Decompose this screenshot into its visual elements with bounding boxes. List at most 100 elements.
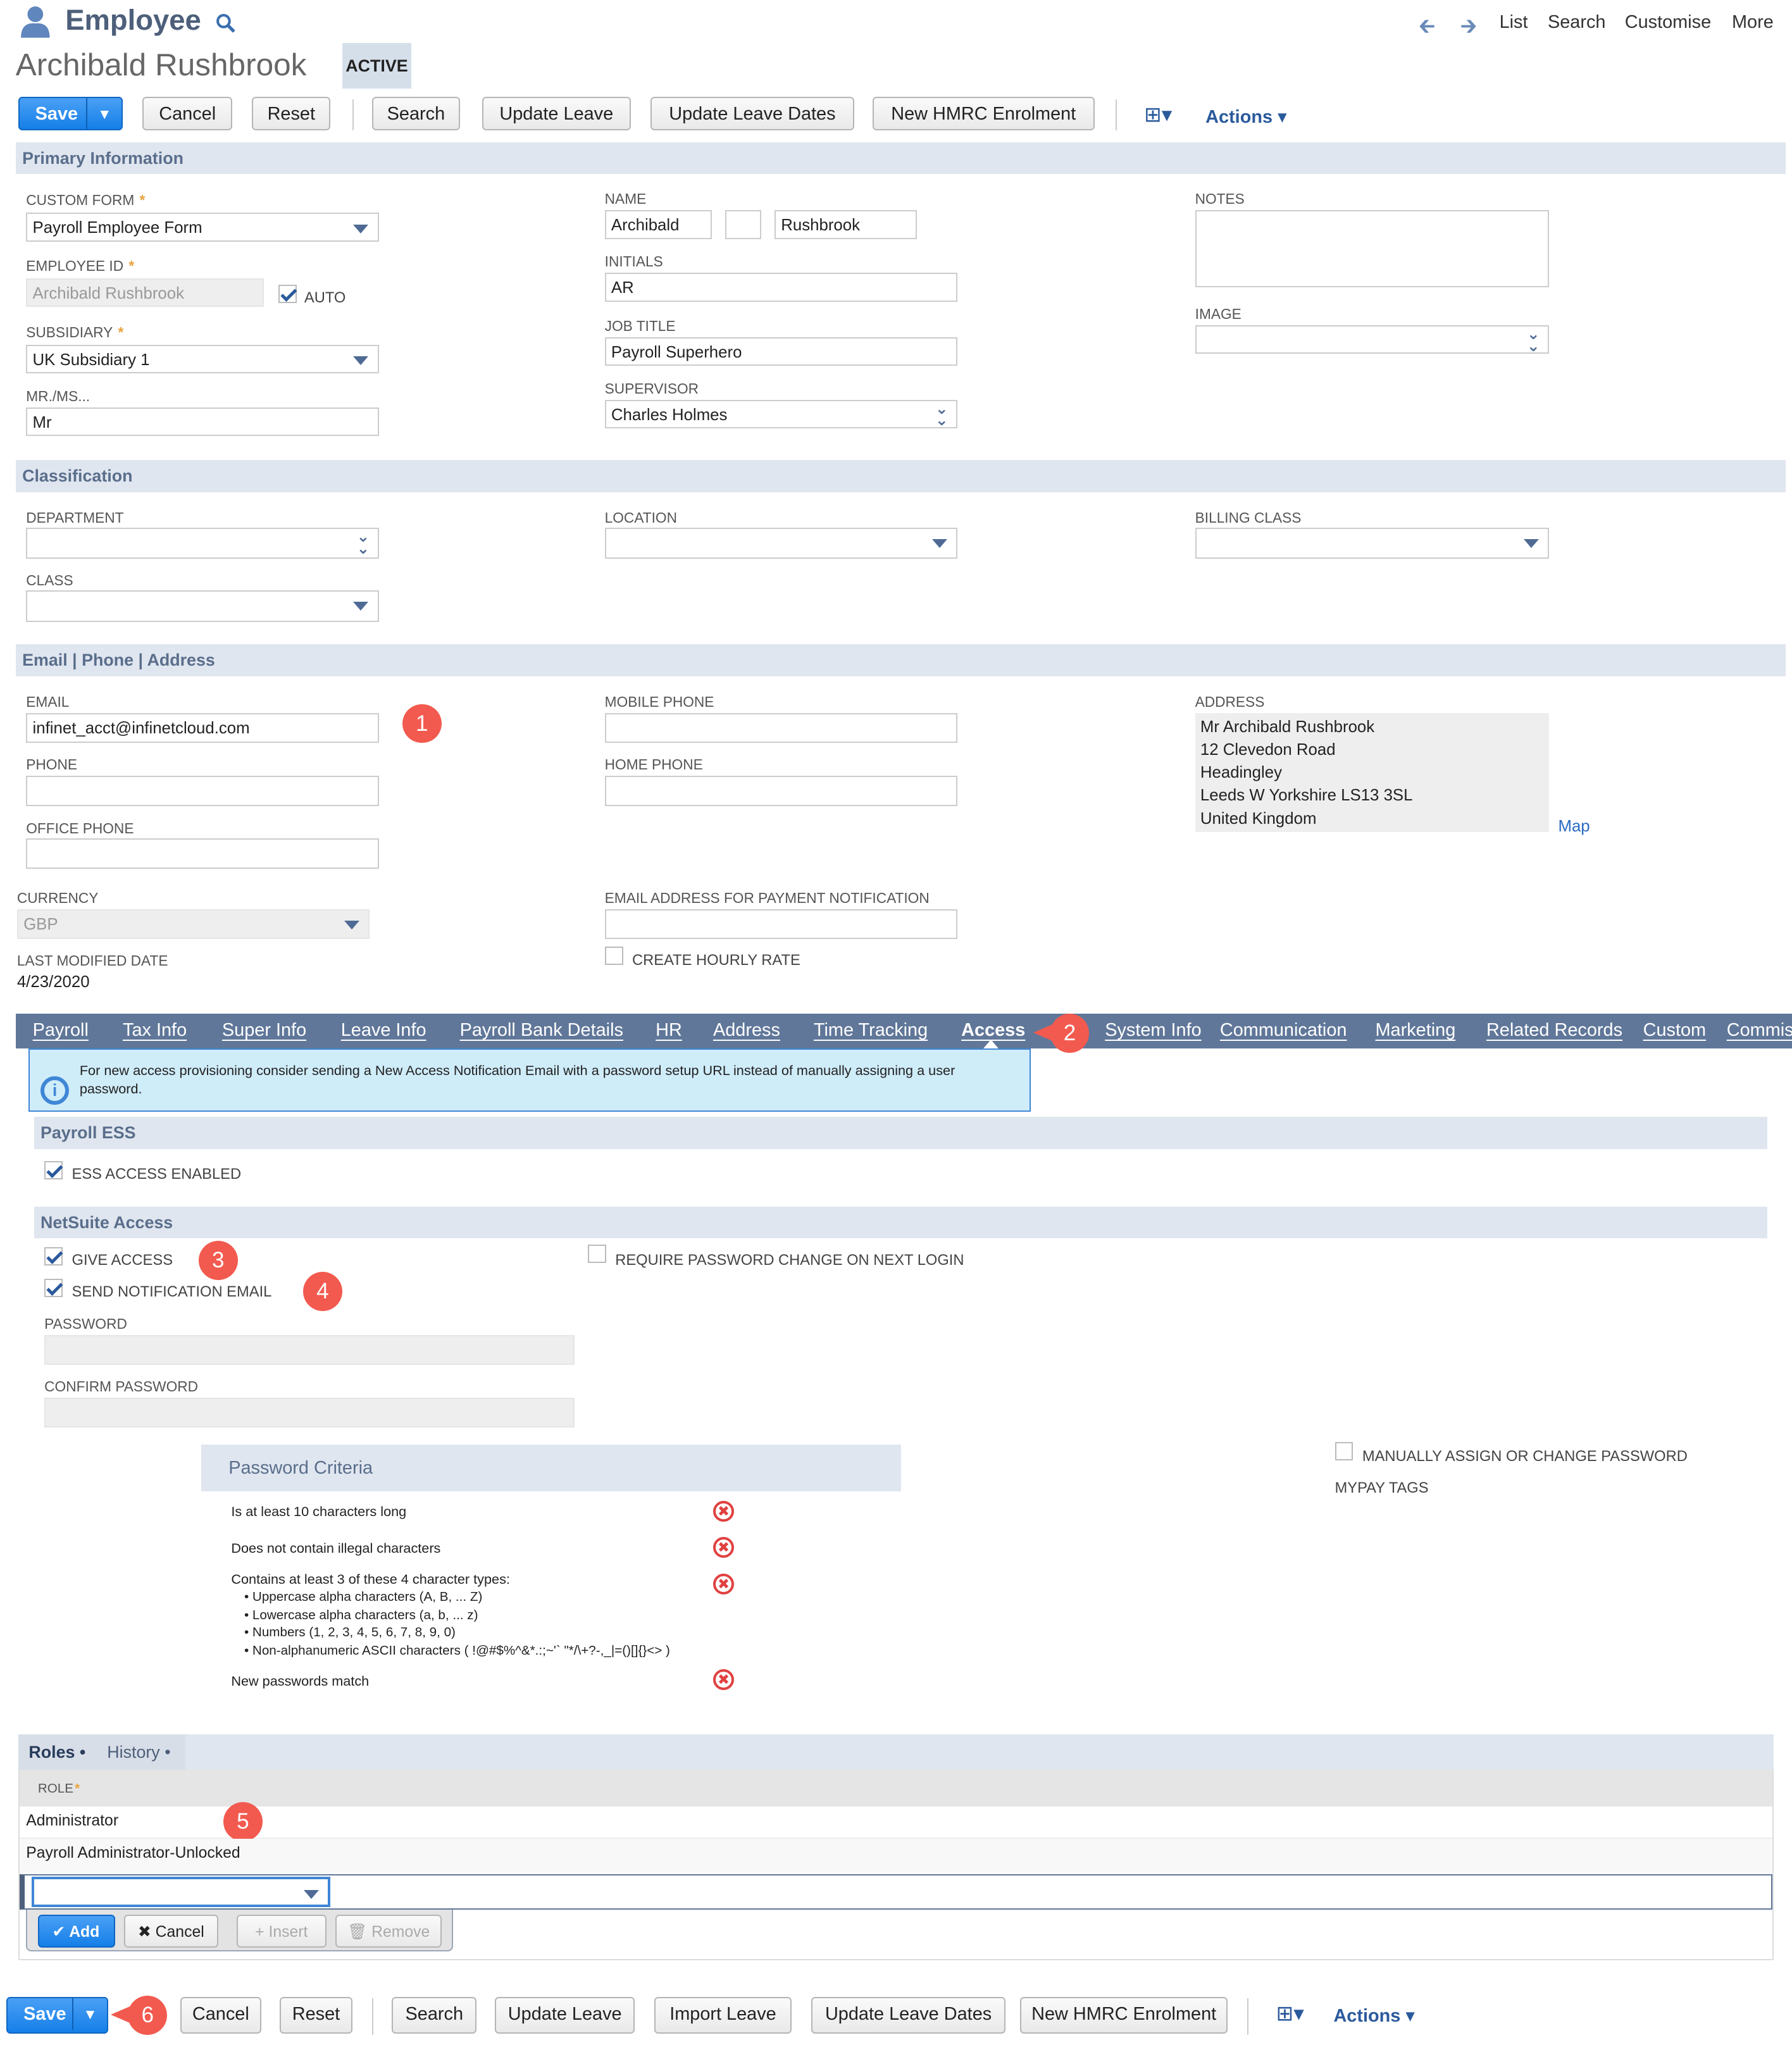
tab-leave-info[interactable]: Leave Info	[340, 1020, 426, 1041]
criteria-type-numbers: • Numbers (1, 2, 3, 4, 5, 6, 7, 8, 9, 0)	[244, 1624, 456, 1639]
home-phone-input[interactable]	[604, 776, 957, 806]
last-name-input[interactable]: Rushbrook	[775, 210, 917, 239]
password-input[interactable]	[44, 1334, 575, 1365]
insert-row-button[interactable]: + Insert	[236, 1914, 327, 1948]
employee-id-input[interactable]: Archibald Rushbrook	[26, 278, 264, 308]
phone-label: PHONE	[26, 756, 77, 773]
table-row[interactable]: Administrator	[19, 1806, 1772, 1839]
require-password-change-checkbox[interactable]	[587, 1245, 606, 1263]
tab-communication[interactable]: Communication	[1219, 1020, 1347, 1041]
initials-input[interactable]: AR	[604, 273, 957, 302]
mobile-phone-input[interactable]	[604, 712, 957, 743]
subtab-bar	[15, 1013, 1792, 1049]
tab-hr[interactable]: HR	[656, 1020, 682, 1041]
tab-commission[interactable]: Commission	[1726, 1020, 1792, 1041]
send-notification-email-checkbox[interactable]	[44, 1278, 63, 1297]
create-hourly-rate-checkbox[interactable]	[604, 947, 623, 966]
notes-textarea[interactable]	[1195, 210, 1549, 288]
save-dropdown-icon[interactable]: ▼	[86, 97, 121, 130]
save-button[interactable]: Save ▼	[18, 96, 123, 131]
tab-custom[interactable]: Custom	[1643, 1020, 1707, 1041]
tab-payroll-bank-details[interactable]: Payroll Bank Details	[459, 1020, 623, 1041]
bottom-actions-menu[interactable]: Actions ▾	[1333, 2006, 1415, 2027]
bottom-import-leave-button[interactable]: Import Leave	[654, 1997, 792, 2034]
department-select[interactable]: ⌄ ⌄	[26, 527, 379, 559]
bottom-cancel-button[interactable]: Cancel	[180, 1997, 261, 2034]
subsidiary-select[interactable]: UK Subsidiary 1	[26, 344, 379, 374]
job-title-input[interactable]: Payroll Superhero	[604, 337, 957, 366]
bottom-update-leave-dates-button[interactable]: Update Leave Dates	[811, 1997, 1006, 2034]
tab-time-tracking[interactable]: Time Tracking	[813, 1020, 928, 1041]
tab-marketing[interactable]: Marketing	[1375, 1020, 1456, 1041]
new-record-icon[interactable]: ⊞▾	[1276, 2001, 1304, 2025]
add-row-button[interactable]: ✔ Add	[37, 1914, 115, 1948]
new-record-icon[interactable]: ⊞▾	[1144, 102, 1173, 126]
bottom-search-button[interactable]: Search	[392, 1997, 477, 2034]
roles-subtab-bar	[18, 1734, 1774, 1770]
forward-arrow-icon[interactable]: 🡲	[1460, 13, 1478, 37]
actions-menu[interactable]: Actions ▾	[1205, 107, 1287, 128]
class-select[interactable]	[26, 590, 379, 622]
annotation-marker-6: 6	[111, 1995, 168, 2035]
custom-form-label: CUSTOM FORM *	[26, 192, 146, 209]
reset-button[interactable]: Reset	[252, 96, 331, 131]
tab-super-info[interactable]: Super Info	[221, 1020, 307, 1041]
supervisor-select[interactable]: Charles Holmes ⌄ ⌄	[604, 399, 957, 429]
tab-address[interactable]: Address	[712, 1020, 780, 1041]
tab-payroll[interactable]: Payroll	[32, 1020, 89, 1041]
map-link[interactable]: Map	[1558, 818, 1590, 836]
table-row[interactable]: Payroll Administrator-Unlocked	[19, 1839, 1772, 1873]
first-name-input[interactable]: Archibald	[604, 210, 712, 239]
bottom-update-leave-button[interactable]: Update Leave	[495, 1997, 635, 2034]
image-select[interactable]: ⌄ ⌄	[1195, 325, 1549, 354]
roles-table	[18, 1769, 1774, 1961]
tab-roles[interactable]: Roles •	[28, 1742, 86, 1762]
nav-list[interactable]: List	[1499, 11, 1528, 32]
bottom-save-button[interactable]: Save ▼	[6, 1997, 109, 2034]
bottom-new-hmrc-enrolment-button[interactable]: New HMRC Enrolment	[1020, 1997, 1228, 2034]
currency-select[interactable]: GBP	[16, 909, 370, 940]
save-dropdown-icon[interactable]: ▼	[72, 1998, 108, 2030]
cancel-row-button[interactable]: ✖ Cancel	[124, 1914, 218, 1948]
ess-access-enabled-checkbox[interactable]	[44, 1160, 63, 1179]
remove-row-button[interactable]: 🗑 Remove	[335, 1914, 442, 1948]
location-select[interactable]	[604, 527, 957, 559]
address-textarea[interactable]: Mr Archibald Rushbrook 12 Clevedon Road …	[1195, 712, 1549, 832]
tab-history[interactable]: History •	[107, 1742, 171, 1762]
payment-email-input[interactable]	[604, 909, 957, 940]
nav-more[interactable]: More	[1731, 11, 1774, 32]
send-notification-email-label: SEND NOTIFICATION EMAIL	[72, 1284, 272, 1300]
back-arrow-icon[interactable]: 🡰	[1418, 13, 1436, 37]
search-button[interactable]: Search	[372, 96, 460, 131]
criteria-illegal-chars: Does not contain illegal characters	[231, 1539, 441, 1556]
phone-input[interactable]	[26, 776, 379, 806]
auto-checkbox[interactable]	[278, 284, 297, 303]
confirm-password-input[interactable]	[44, 1397, 575, 1428]
email-input[interactable]: infinet_acct@infinetcloud.com	[26, 712, 379, 743]
update-leave-dates-button[interactable]: Update Leave Dates	[650, 96, 854, 131]
tab-system-info[interactable]: System Info	[1105, 1020, 1202, 1041]
roles-header-row	[19, 1769, 1772, 1806]
office-phone-input[interactable]	[26, 838, 379, 869]
manually-assign-password-checkbox[interactable]	[1335, 1441, 1353, 1460]
role-select[interactable]	[31, 1877, 331, 1907]
billing-class-select[interactable]	[1195, 527, 1549, 559]
class-label: CLASS	[26, 572, 73, 589]
give-access-checkbox[interactable]	[44, 1247, 63, 1266]
update-leave-button[interactable]: Update Leave	[482, 96, 631, 131]
tab-tax-info[interactable]: Tax Info	[123, 1020, 187, 1041]
tab-access[interactable]: Access	[961, 1020, 1026, 1041]
middle-name-input[interactable]	[725, 210, 762, 239]
image-label: IMAGE	[1195, 305, 1241, 322]
nav-search[interactable]: Search	[1547, 11, 1606, 32]
address-line: Mr Archibald Rushbrook	[1200, 718, 1375, 737]
custom-form-select[interactable]: Payroll Employee Form	[26, 213, 379, 242]
new-hmrc-enrolment-button[interactable]: New HMRC Enrolment	[872, 96, 1095, 131]
search-icon[interactable]	[216, 13, 237, 34]
cancel-button[interactable]: Cancel	[142, 96, 233, 131]
bottom-reset-button[interactable]: Reset	[279, 1997, 353, 2034]
nav-customise[interactable]: Customise	[1624, 11, 1712, 32]
salutation-input[interactable]: Mr	[26, 407, 379, 437]
tab-related-records[interactable]: Related Records	[1486, 1020, 1623, 1041]
annotation-marker-1: 1	[385, 704, 442, 743]
